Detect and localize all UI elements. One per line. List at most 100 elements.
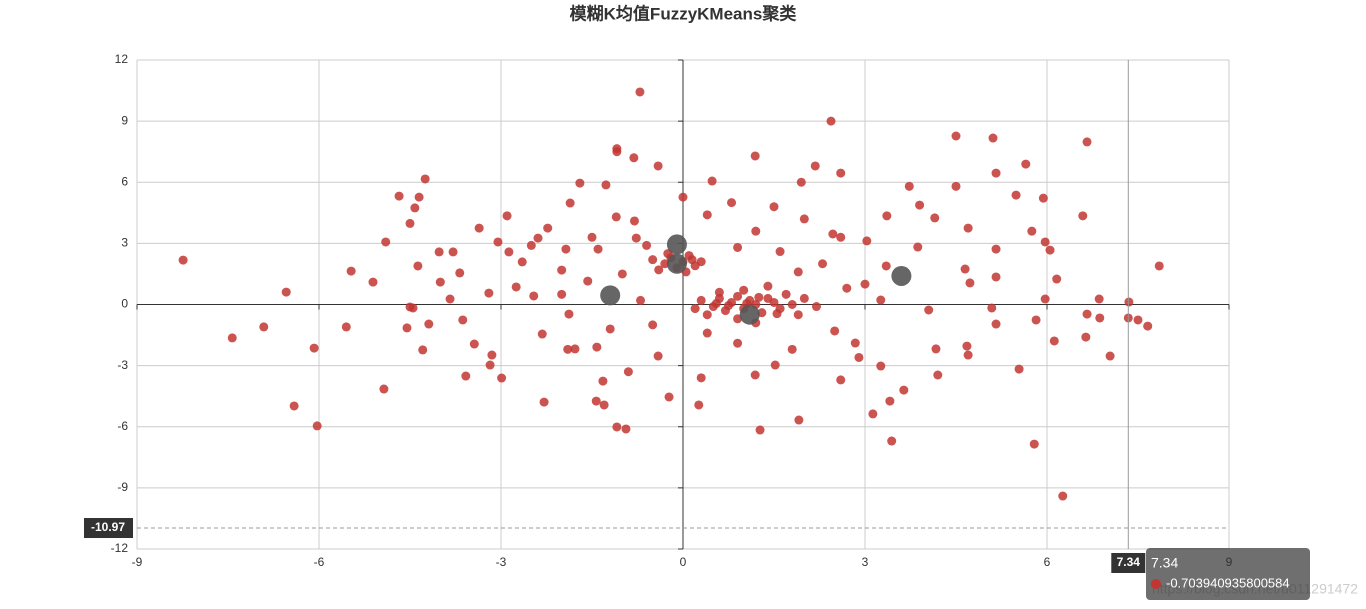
cluster-center bbox=[739, 304, 760, 325]
point bbox=[1052, 274, 1062, 284]
pointer-label-box bbox=[84, 518, 133, 539]
cluster-center bbox=[600, 285, 621, 306]
point bbox=[593, 244, 603, 254]
point bbox=[772, 309, 782, 319]
point bbox=[799, 293, 809, 303]
point bbox=[497, 373, 507, 383]
point bbox=[1049, 336, 1059, 346]
point bbox=[962, 341, 972, 351]
point bbox=[727, 198, 737, 208]
point bbox=[592, 342, 602, 352]
point bbox=[755, 425, 765, 435]
point bbox=[876, 295, 886, 305]
point bbox=[1038, 193, 1048, 203]
point bbox=[694, 400, 704, 410]
point bbox=[1094, 294, 1104, 304]
x-tick-label: -9 bbox=[132, 555, 143, 569]
point bbox=[733, 291, 743, 301]
point bbox=[435, 277, 445, 287]
point bbox=[487, 350, 497, 360]
point bbox=[724, 301, 733, 311]
point bbox=[227, 333, 237, 343]
tooltip-box bbox=[1146, 548, 1310, 600]
point bbox=[561, 244, 571, 254]
point bbox=[413, 261, 423, 271]
point bbox=[394, 191, 404, 201]
point bbox=[687, 255, 697, 265]
point bbox=[754, 292, 764, 302]
point bbox=[648, 320, 658, 330]
y-tick-label: 6 bbox=[121, 174, 128, 188]
point bbox=[1021, 159, 1031, 169]
point bbox=[1040, 237, 1050, 247]
point bbox=[818, 259, 828, 269]
point bbox=[502, 211, 512, 221]
point bbox=[987, 303, 997, 313]
point bbox=[445, 294, 455, 304]
x-tick-label: 6 bbox=[1044, 555, 1051, 569]
point bbox=[629, 153, 639, 163]
point bbox=[882, 211, 892, 221]
point bbox=[787, 300, 797, 309]
point bbox=[991, 272, 1001, 282]
point bbox=[965, 278, 975, 288]
point bbox=[414, 192, 424, 202]
point bbox=[1124, 297, 1134, 307]
point bbox=[913, 242, 923, 252]
point bbox=[739, 285, 749, 295]
point bbox=[612, 422, 622, 432]
point bbox=[1143, 321, 1153, 331]
point bbox=[733, 242, 743, 252]
point bbox=[405, 218, 415, 228]
point bbox=[517, 257, 527, 267]
point bbox=[565, 198, 575, 208]
point bbox=[1154, 261, 1164, 271]
point bbox=[461, 371, 471, 381]
point bbox=[714, 287, 724, 297]
point bbox=[707, 176, 717, 186]
point bbox=[1133, 315, 1143, 325]
point bbox=[563, 344, 573, 354]
y-tick-label: 3 bbox=[121, 236, 128, 250]
point bbox=[931, 344, 941, 354]
point bbox=[631, 233, 641, 243]
point bbox=[836, 232, 846, 242]
point bbox=[312, 421, 322, 431]
point bbox=[885, 396, 895, 406]
point bbox=[1081, 332, 1091, 342]
point bbox=[887, 436, 897, 446]
point bbox=[434, 247, 444, 257]
x-tick-label: -3 bbox=[496, 555, 507, 569]
point bbox=[1058, 491, 1068, 501]
point bbox=[635, 87, 645, 97]
point bbox=[653, 351, 663, 361]
point bbox=[309, 343, 319, 353]
y-tick-label: -3 bbox=[117, 358, 128, 372]
point bbox=[826, 116, 836, 126]
point bbox=[828, 229, 838, 239]
point bbox=[702, 210, 712, 220]
point bbox=[794, 415, 804, 425]
point bbox=[702, 310, 712, 320]
y-tick-label: -6 bbox=[117, 419, 128, 433]
point bbox=[621, 424, 631, 434]
point bbox=[696, 295, 706, 305]
point bbox=[379, 384, 389, 394]
point bbox=[836, 375, 846, 385]
point bbox=[750, 151, 760, 161]
point bbox=[259, 322, 269, 332]
x-tick-label: -6 bbox=[314, 555, 325, 569]
tooltip-title: 7.34 bbox=[1151, 555, 1178, 571]
point bbox=[529, 291, 539, 301]
tooltip-value: -0.703940935800584 bbox=[1166, 575, 1290, 590]
point bbox=[933, 370, 943, 380]
cluster-center bbox=[666, 253, 687, 274]
point bbox=[664, 392, 674, 402]
point bbox=[591, 396, 601, 406]
point bbox=[769, 297, 779, 307]
point bbox=[769, 202, 779, 212]
point bbox=[648, 255, 658, 265]
point bbox=[787, 344, 797, 354]
point bbox=[702, 328, 712, 338]
point bbox=[381, 237, 391, 247]
